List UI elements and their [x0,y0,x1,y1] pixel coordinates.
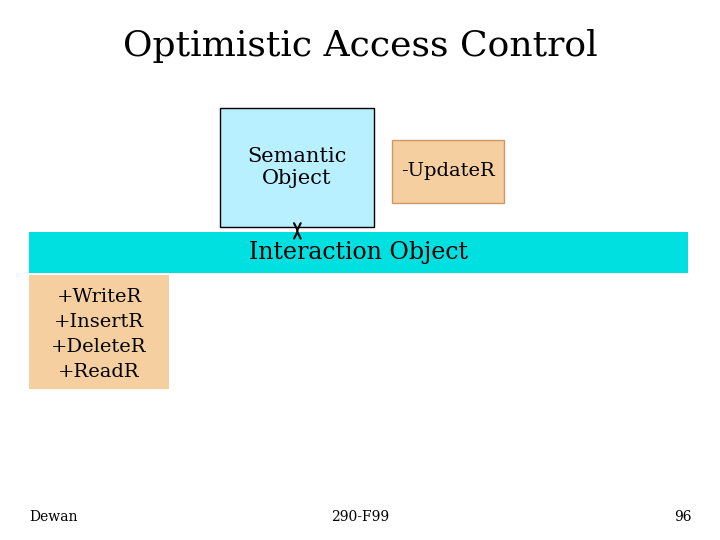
Text: +ReadR: +ReadR [58,363,140,381]
Text: +InsertR: +InsertR [54,313,144,331]
Text: Interaction Object: Interaction Object [248,241,468,264]
Text: Dewan: Dewan [29,510,77,524]
FancyBboxPatch shape [392,140,504,202]
FancyBboxPatch shape [220,108,374,227]
Text: 96: 96 [674,510,691,524]
FancyBboxPatch shape [29,232,688,273]
Text: +DeleteR: +DeleteR [51,338,147,356]
Text: 290-F99: 290-F99 [331,510,389,524]
Text: Optimistic Access Control: Optimistic Access Control [122,29,598,63]
Text: Semantic
Object: Semantic Object [247,147,347,188]
FancyBboxPatch shape [29,275,169,389]
Text: -UpdateR: -UpdateR [401,163,495,180]
Text: +WriteR: +WriteR [56,288,142,306]
